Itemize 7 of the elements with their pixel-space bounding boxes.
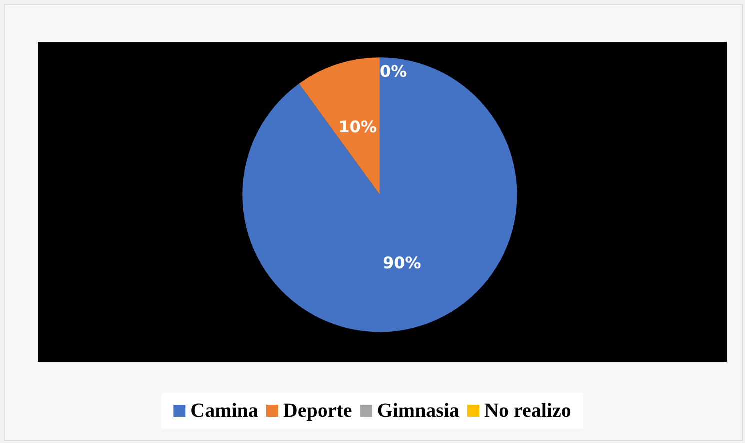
data-label: 10% <box>338 117 377 136</box>
legend-label: Gimnasia <box>377 400 460 422</box>
legend-label: Deporte <box>283 400 352 422</box>
legend-label: Camina <box>190 400 258 422</box>
data-label: 90% <box>382 254 422 273</box>
text: 0% <box>380 62 408 81</box>
legend-label: No realizo <box>484 400 572 422</box>
